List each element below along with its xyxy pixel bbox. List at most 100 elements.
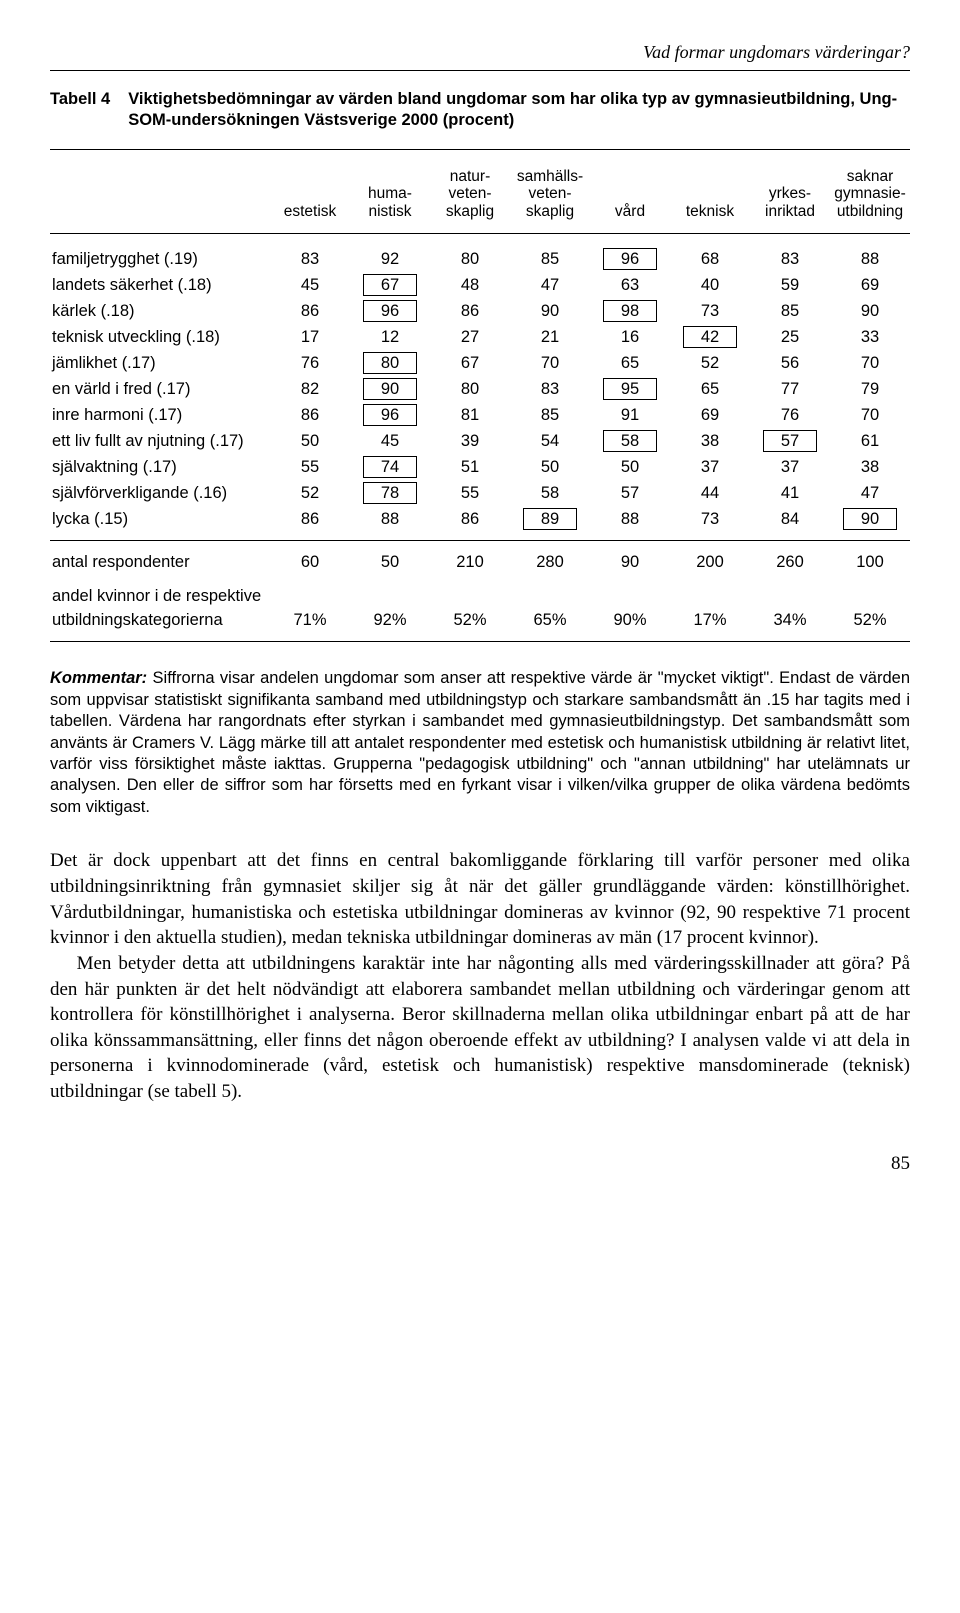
cell: 90 bbox=[830, 298, 910, 324]
body-text: Det är dock uppenbart att det finns en c… bbox=[50, 848, 910, 1104]
cell: 52 bbox=[670, 350, 750, 376]
cell: 90 bbox=[830, 506, 910, 532]
column-header: samhälls-veten-skaplig bbox=[510, 164, 590, 227]
cell: 45 bbox=[350, 428, 430, 454]
cell: 96 bbox=[350, 402, 430, 428]
cell: 44 bbox=[670, 480, 750, 506]
cell: 57 bbox=[590, 480, 670, 506]
cell: 51 bbox=[430, 454, 510, 480]
cell: 47 bbox=[510, 272, 590, 298]
cell: 78 bbox=[350, 480, 430, 506]
cell: 85 bbox=[510, 402, 590, 428]
cell: 90% bbox=[590, 607, 670, 633]
cell: 98 bbox=[590, 298, 670, 324]
table-row: inre harmoni (.17)8696818591697670 bbox=[50, 402, 910, 428]
cell: 76 bbox=[750, 402, 830, 428]
column-header: vård bbox=[590, 164, 670, 227]
cell: 17% bbox=[670, 607, 750, 633]
cell: 80 bbox=[350, 350, 430, 376]
cell: 48 bbox=[430, 272, 510, 298]
row-label: inre harmoni (.17) bbox=[50, 402, 270, 428]
table-4: Tabell 4 Viktighetsbedömningar av värden… bbox=[50, 89, 910, 642]
cell: 89 bbox=[510, 506, 590, 532]
cell: 63 bbox=[590, 272, 670, 298]
row-label: landets säkerhet (.18) bbox=[50, 272, 270, 298]
cell: 88 bbox=[590, 506, 670, 532]
cell: 65 bbox=[670, 376, 750, 402]
cell: 33 bbox=[830, 324, 910, 350]
column-header: estetisk bbox=[270, 164, 350, 227]
cell: 73 bbox=[670, 506, 750, 532]
table-row: självaktning (.17)5574515050373738 bbox=[50, 454, 910, 480]
row-label: självaktning (.17) bbox=[50, 454, 270, 480]
cell: 83 bbox=[510, 376, 590, 402]
cell: 92% bbox=[350, 607, 430, 633]
cell: 200 bbox=[670, 549, 750, 575]
table-row: kärlek (.18)8696869098738590 bbox=[50, 298, 910, 324]
row-label: ett liv fullt av njutning (.17) bbox=[50, 428, 270, 454]
cell: 86 bbox=[270, 402, 350, 428]
cell: 16 bbox=[590, 324, 670, 350]
cell: 27 bbox=[430, 324, 510, 350]
cell: 37 bbox=[750, 454, 830, 480]
cell: 70 bbox=[830, 350, 910, 376]
cell: 37 bbox=[670, 454, 750, 480]
paragraph-2: Men betyder detta att utbildningens kara… bbox=[50, 951, 910, 1105]
cell: 50 bbox=[510, 454, 590, 480]
table-row: landets säkerhet (.18)4567484763405969 bbox=[50, 272, 910, 298]
paragraph-1: Det är dock uppenbart att det finns en c… bbox=[50, 848, 910, 951]
cell: 83 bbox=[750, 246, 830, 272]
cell: 88 bbox=[830, 246, 910, 272]
cell: 52% bbox=[430, 607, 510, 633]
cell: 69 bbox=[670, 402, 750, 428]
cell: 52% bbox=[830, 607, 910, 633]
row-label: familjetrygghet (.19) bbox=[50, 246, 270, 272]
top-rule bbox=[50, 70, 910, 71]
cell: 55 bbox=[270, 454, 350, 480]
cell: 86 bbox=[270, 298, 350, 324]
table-header-row: estetiskhuma-nistisknatur-veten-skapligs… bbox=[50, 164, 910, 227]
running-head: Vad formar ungdomars värderingar? bbox=[50, 40, 910, 64]
comment-body: Siffrorna visar andelen ungdomar som ans… bbox=[50, 669, 910, 816]
table-row: en värld i fred (.17)8290808395657779 bbox=[50, 376, 910, 402]
cell: 50 bbox=[270, 428, 350, 454]
cell: 71% bbox=[270, 607, 350, 633]
cell: 60 bbox=[270, 549, 350, 575]
cell: 67 bbox=[350, 272, 430, 298]
cell: 69 bbox=[830, 272, 910, 298]
cell: 74 bbox=[350, 454, 430, 480]
cell: 17 bbox=[270, 324, 350, 350]
cell: 79 bbox=[830, 376, 910, 402]
cell: 76 bbox=[270, 350, 350, 376]
page-number: 85 bbox=[50, 1151, 910, 1177]
cell: 39 bbox=[430, 428, 510, 454]
cell: 77 bbox=[750, 376, 830, 402]
cell: 92 bbox=[350, 246, 430, 272]
cell: 65% bbox=[510, 607, 590, 633]
table-row: teknisk utveckling (.18)1712272116422533 bbox=[50, 324, 910, 350]
cell: 38 bbox=[830, 454, 910, 480]
cell: 82 bbox=[270, 376, 350, 402]
cell: 59 bbox=[750, 272, 830, 298]
cell: 45 bbox=[270, 272, 350, 298]
cell: 88 bbox=[350, 506, 430, 532]
cell: 96 bbox=[590, 246, 670, 272]
cell: 25 bbox=[750, 324, 830, 350]
row-label: jämlikhet (.17) bbox=[50, 350, 270, 376]
column-header: yrkes-inriktad bbox=[750, 164, 830, 227]
data-table: estetiskhuma-nistisknatur-veten-skapligs… bbox=[50, 164, 910, 643]
cell: 260 bbox=[750, 549, 830, 575]
cell: 47 bbox=[830, 480, 910, 506]
cell: 68 bbox=[670, 246, 750, 272]
column-header: teknisk bbox=[670, 164, 750, 227]
women-label-line1: andel kvinnor i de respektive bbox=[50, 585, 910, 607]
cell: 90 bbox=[590, 549, 670, 575]
cell: 83 bbox=[270, 246, 350, 272]
table-caption: Viktighetsbedömningar av värden bland un… bbox=[128, 89, 910, 130]
cell: 80 bbox=[430, 246, 510, 272]
women-share-row-2: utbildningskategorierna71%92%52%65%90%17… bbox=[50, 607, 910, 633]
cell: 86 bbox=[430, 298, 510, 324]
cell: 38 bbox=[670, 428, 750, 454]
cell: 67 bbox=[430, 350, 510, 376]
cell: 34% bbox=[750, 607, 830, 633]
